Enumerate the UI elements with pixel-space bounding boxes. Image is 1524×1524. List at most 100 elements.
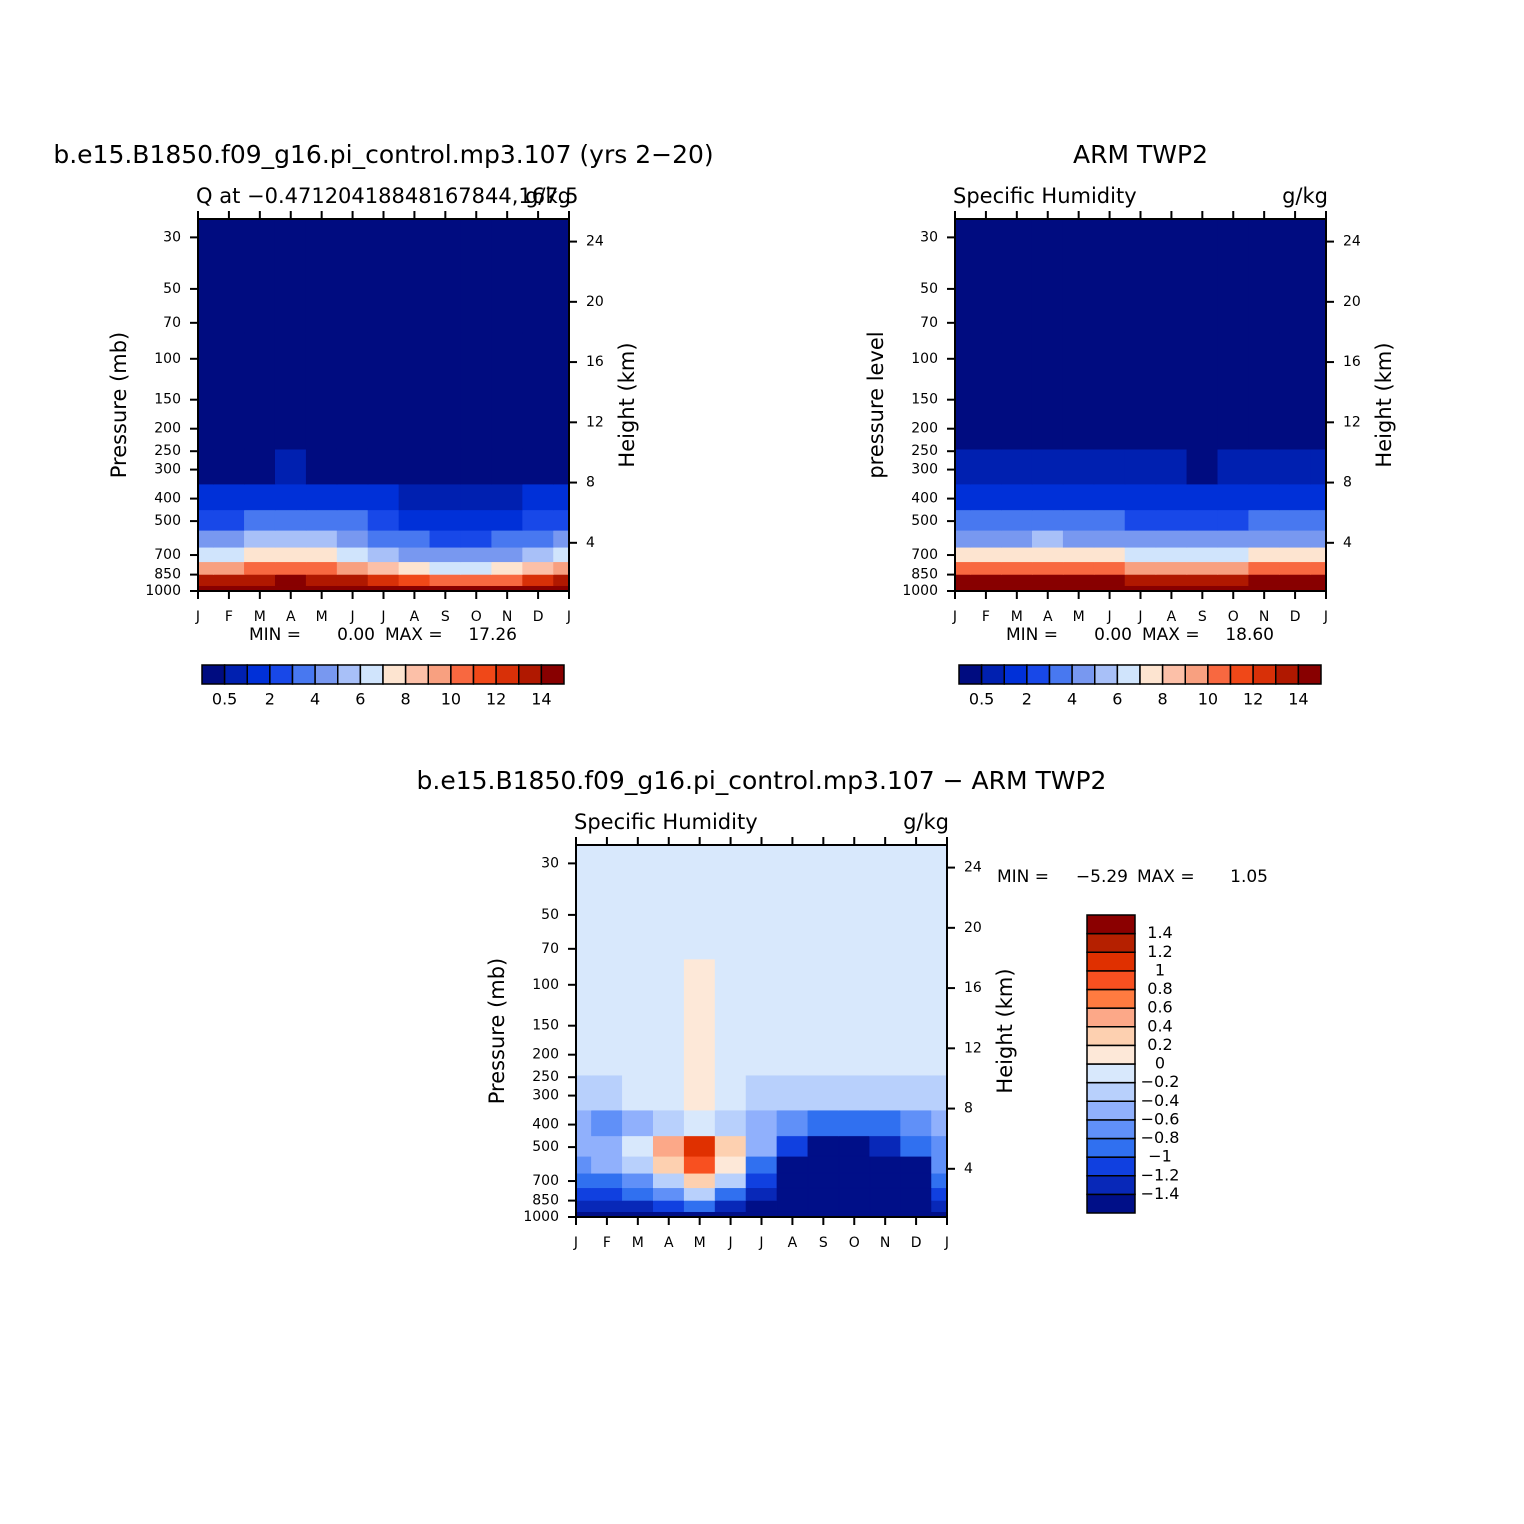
contour-cell bbox=[931, 1135, 948, 1157]
y2-tick-label: 12 bbox=[586, 414, 604, 430]
contour-cell bbox=[900, 1135, 932, 1157]
colorbar-box bbox=[223, 664, 248, 685]
contour-cell bbox=[553, 483, 570, 511]
contour-cell bbox=[622, 1200, 654, 1212]
contour-cell bbox=[197, 332, 214, 450]
contour-cell bbox=[869, 1109, 901, 1137]
y2-tick-label: 8 bbox=[964, 1101, 973, 1117]
y2-tick-label: 20 bbox=[964, 920, 982, 936]
x-tick-label: N bbox=[502, 609, 512, 625]
y-tick-label: 300 bbox=[154, 462, 181, 478]
colorbar-label: −1.4 bbox=[1141, 1184, 1180, 1203]
contour-cell bbox=[491, 218, 523, 334]
contour-cell bbox=[591, 1109, 623, 1137]
colorbar-box bbox=[404, 664, 429, 685]
x-tick-label: M bbox=[632, 1235, 644, 1251]
contour-cell bbox=[931, 958, 948, 1076]
contour-cell bbox=[591, 1200, 623, 1212]
colorbar-label: −0.6 bbox=[1141, 1109, 1180, 1128]
contour-cell bbox=[1186, 546, 1219, 563]
contour-cell bbox=[553, 546, 570, 563]
contour-cell bbox=[1155, 574, 1188, 586]
y-tick-label: 1000 bbox=[902, 583, 938, 599]
subtitle-left: Q at −0.47120418848167844,167.5 bbox=[196, 184, 579, 208]
contour-cell bbox=[900, 844, 932, 960]
contour-cell bbox=[336, 546, 369, 563]
contour-cell bbox=[954, 546, 971, 563]
y-tick-label: 700 bbox=[154, 547, 181, 563]
contour-cell bbox=[838, 1074, 871, 1111]
contour-cell bbox=[1186, 529, 1219, 548]
y-tick-label: 70 bbox=[920, 315, 938, 331]
contour-cell bbox=[622, 1074, 654, 1111]
contour-cell bbox=[1155, 529, 1188, 548]
contour-cell bbox=[970, 483, 1002, 511]
contour-cell bbox=[197, 483, 214, 511]
contour-cell bbox=[398, 483, 431, 511]
contour-cell bbox=[1031, 218, 1064, 334]
contour-cell bbox=[553, 509, 570, 531]
contour-cell bbox=[491, 448, 523, 485]
colorbar-box bbox=[291, 664, 316, 685]
contour-cell bbox=[1248, 218, 1280, 334]
contour-cell bbox=[305, 509, 338, 531]
y-tick-label: 1000 bbox=[145, 583, 181, 599]
colorbar-box bbox=[1086, 914, 1136, 935]
x-tick-label: J bbox=[566, 609, 571, 625]
contour-cell bbox=[305, 529, 338, 548]
contour-cell bbox=[274, 218, 307, 334]
x-tick-label: N bbox=[880, 1235, 890, 1251]
contour-cell bbox=[553, 561, 570, 575]
contour-cell bbox=[1155, 218, 1188, 334]
contour-cell bbox=[1031, 483, 1064, 511]
contour-cell bbox=[460, 561, 493, 575]
contour-cell bbox=[714, 1135, 747, 1157]
contour-cell bbox=[213, 332, 245, 450]
contour-cell bbox=[970, 561, 1002, 575]
x-tick-label: A bbox=[664, 1235, 674, 1251]
contour-cell bbox=[683, 1155, 716, 1174]
contour-cell bbox=[522, 529, 554, 548]
subtitle-right: g/kg bbox=[903, 810, 949, 834]
contour-cell bbox=[954, 561, 971, 575]
contour-cell bbox=[683, 1200, 716, 1212]
y-tick-label: 250 bbox=[911, 443, 938, 459]
contour-cell bbox=[367, 448, 400, 485]
x-tick-label: M bbox=[1011, 609, 1023, 625]
y-tick-label: 150 bbox=[911, 392, 938, 408]
contour-cell bbox=[398, 448, 431, 485]
colorbar-box bbox=[1086, 1156, 1136, 1177]
contour-cell bbox=[244, 529, 276, 548]
colorbar-label: 4 bbox=[1067, 690, 1077, 709]
contour-cell bbox=[683, 1074, 716, 1111]
contour-cell bbox=[429, 448, 462, 485]
contour-cell bbox=[1186, 509, 1219, 531]
contour-cell bbox=[1310, 509, 1327, 531]
contour-cell bbox=[429, 529, 462, 548]
colorbar-box bbox=[337, 664, 362, 685]
contour-cell bbox=[1248, 448, 1280, 485]
y-tick-label: 100 bbox=[154, 351, 181, 367]
contour-cell bbox=[776, 1109, 809, 1137]
max-value: 17.26 bbox=[468, 625, 517, 645]
contour-cell bbox=[429, 332, 462, 450]
contour-cell bbox=[1279, 574, 1311, 586]
contour-cell bbox=[652, 958, 685, 1076]
contour-cell bbox=[575, 1135, 592, 1157]
panel-title: b.e15.B1850.f09_g16.pi_control.mp3.107 −… bbox=[417, 766, 1107, 795]
contour-cell bbox=[869, 1172, 901, 1189]
colorbar-box bbox=[1026, 664, 1051, 685]
colorbar-label: 1.4 bbox=[1147, 923, 1172, 942]
contour-cell bbox=[807, 1135, 840, 1157]
min-label: MIN = bbox=[249, 625, 301, 645]
x-tick-label: J bbox=[573, 1235, 578, 1251]
contour-cell bbox=[575, 1172, 592, 1189]
contour-cell bbox=[575, 1109, 592, 1137]
x-tick-label: A bbox=[788, 1235, 798, 1251]
contour-cell bbox=[652, 1135, 685, 1157]
contour-cell bbox=[954, 448, 971, 485]
contour-cell bbox=[575, 1155, 592, 1174]
x-tick-label: M bbox=[694, 1235, 706, 1251]
contour-cell bbox=[1031, 509, 1064, 531]
colorbar-box bbox=[1229, 664, 1254, 685]
